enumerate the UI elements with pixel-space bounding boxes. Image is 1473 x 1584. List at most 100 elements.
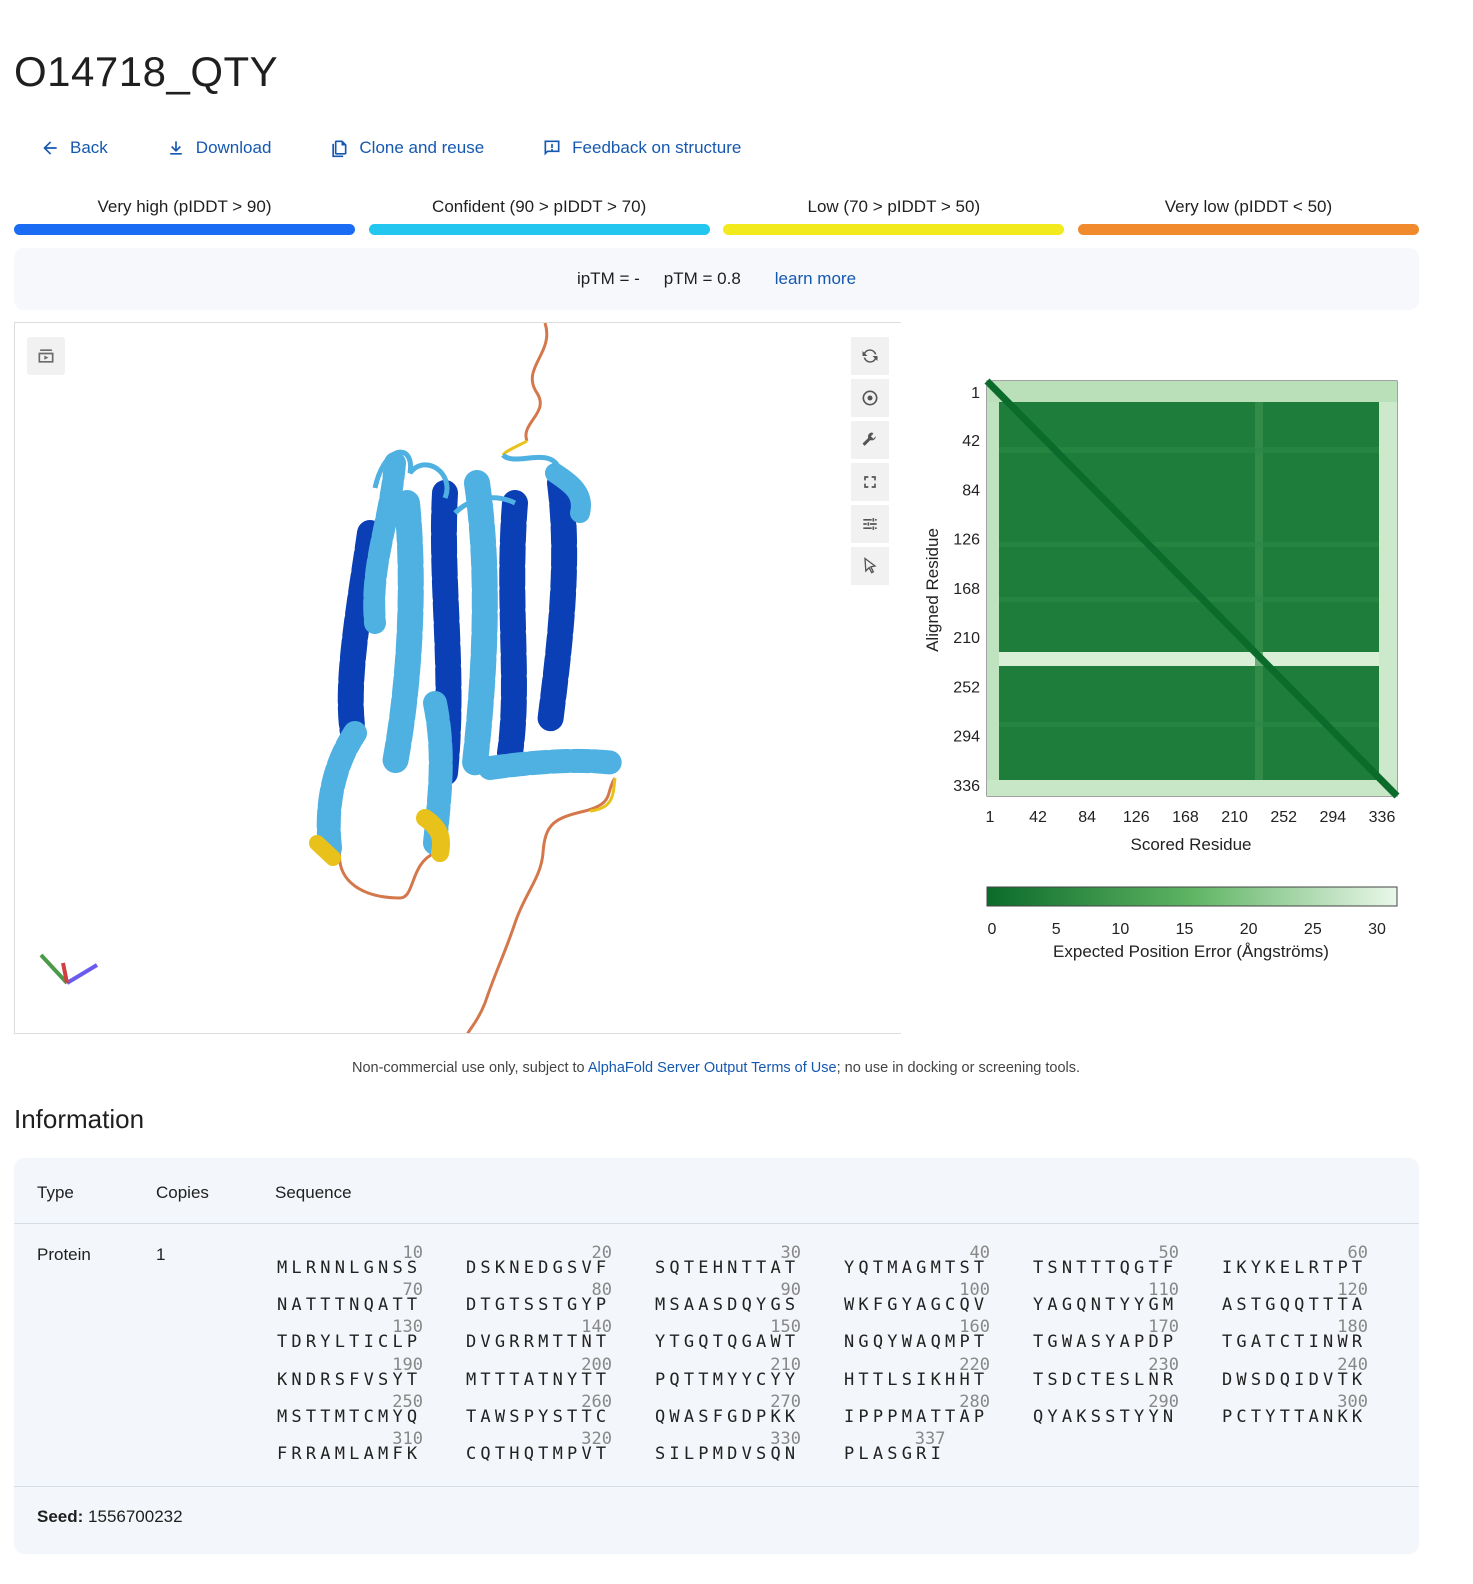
sequence-residues: NATTTNQATT (277, 1295, 422, 1316)
header-copies: Copies (156, 1183, 209, 1202)
sequence-residues: NGQYWAQMPT (844, 1332, 989, 1353)
feedback-label: Feedback on structure (572, 138, 742, 157)
colorbar-tick-label: 5 (1052, 921, 1061, 938)
back-button[interactable]: Back (40, 138, 108, 158)
screenshot-button[interactable] (27, 337, 65, 375)
ptm-value: pTM = 0.8 (663, 269, 741, 288)
settings-button[interactable] (851, 505, 889, 543)
sequence-index: 250 (392, 1391, 423, 1412)
sequence-index: 20 (591, 1243, 612, 1263)
sequence-index: 220 (959, 1354, 990, 1375)
sequence-residues: IPPPMATTAP (844, 1406, 989, 1427)
sequence-index: 10 (402, 1243, 423, 1263)
plddt-legend: Very high (pIDDT > 90) Confident (90 > p… (14, 196, 1419, 235)
terms-link[interactable]: AlphaFold Server Output Terms of Use (587, 1060, 837, 1076)
sequence-chunk: 260 TAWSPYSTTC (466, 1393, 616, 1425)
sequence-index: 70 (402, 1280, 423, 1301)
sequence-grid: 10 MLRNNLGNSS 20 DSKNEDGSVF 30 SQTEHNTTAT 40 YQ… (277, 1243, 1407, 1469)
colorbar-label: Expected Position Error (Ångströms) (1053, 942, 1329, 961)
protein-structure[interactable] (15, 323, 901, 1034)
colorbar-tick-label: 25 (1304, 921, 1322, 938)
sequence-chunk: 120 ASTGQQTTTA (1222, 1280, 1372, 1314)
clone-button[interactable]: Clone and reuse (329, 138, 484, 158)
sequence-chunk: 310 FRRAMLAMFK (277, 1430, 427, 1462)
sequence-residues: MLRNNLGNSS (277, 1258, 422, 1278)
sequence-line: 130 TDRYLTICLP 140 DVGRRMTTNT 150 YTGQTQGAWT 1… (277, 1317, 1407, 1357)
spin-button[interactable] (851, 337, 889, 375)
sequence-index: 270 (770, 1391, 801, 1412)
tools-button[interactable] (851, 421, 889, 459)
metrics-panel: ipTM = - pTM = 0.8 learn more (14, 248, 1419, 310)
back-label: Back (70, 138, 108, 157)
sequence-index: 120 (1337, 1280, 1368, 1301)
sequence-chunk: 320 CQTHQTMPVT (466, 1428, 616, 1464)
sequence-residues: PLASGRI (844, 1443, 946, 1464)
colorbar (986, 886, 1398, 907)
terms-prefix: Non-commercial use only, subject to (351, 1060, 588, 1076)
sequence-index: 240 (1337, 1354, 1368, 1375)
sequence-index: 190 (392, 1354, 423, 1375)
sequence-residues: TDRYLTICLP (277, 1332, 422, 1353)
heatmap-band-bottom (987, 780, 1397, 796)
viewer-tools (851, 337, 889, 589)
y-tick-label: 126 (953, 532, 980, 549)
sequence-index: 110 (1148, 1280, 1179, 1301)
sequence-residues: SQTEHNTTAT (655, 1258, 800, 1278)
colorbar-tick-label: 10 (1111, 921, 1129, 938)
sequence-chunk: 200 MTTTATNYTT (466, 1356, 616, 1388)
sequence-residues: SILPMDVSQN (655, 1443, 800, 1464)
row-type: Protein (37, 1245, 91, 1264)
download-label: Download (195, 138, 272, 157)
select-button[interactable] (851, 547, 889, 585)
focus-button[interactable] (851, 379, 889, 417)
structure-viewer[interactable] (14, 322, 901, 1034)
sequence-residues: CQTHQTMPVT (466, 1443, 611, 1464)
heatmap-diagonal (984, 378, 1400, 799)
learn-more-link[interactable]: learn more (774, 269, 857, 288)
heatmap-row-dark (999, 542, 1379, 547)
x-tick-label: 336 (1369, 809, 1396, 826)
y-tick-label: 168 (953, 581, 980, 598)
legend-confident: Confident (90 > pIDDT > 70) (368, 196, 710, 235)
sequence-index: 40 (969, 1243, 990, 1263)
sequence-residues: YQTMAGMTST (844, 1258, 989, 1278)
sequence-chunk: 10 MLRNNLGNSS (277, 1243, 427, 1278)
sequence-residues: DTGTSSTGYP (466, 1295, 611, 1316)
sequence-index: 320 (581, 1428, 612, 1449)
sequence-chunk: 190 KNDRSFVSYT (277, 1354, 427, 1388)
sequence-chunk: 337 PLASGRI (844, 1430, 994, 1464)
sequence-residues: TSDCTESLNR (1033, 1369, 1178, 1390)
sequence-index: 300 (1337, 1391, 1368, 1412)
x-tick-label: 126 (1123, 809, 1150, 826)
heatmap-row-dark (999, 447, 1379, 453)
heatmap-row-dark (999, 722, 1379, 727)
header-type: Type (37, 1183, 74, 1202)
download-button[interactable]: Download (166, 138, 272, 158)
fullscreen-button[interactable] (851, 463, 889, 501)
legend-very-low: Very low (pIDDT < 50) (1077, 196, 1419, 235)
sequence-chunk: 330 SILPMDVSQN (655, 1430, 805, 1464)
settings-icon (863, 518, 877, 530)
heatmap-band-top (987, 381, 1397, 402)
sequence-residues: DSKNEDGSVF (466, 1258, 611, 1278)
sequence-chunk: 180 TGATCTINWR (1222, 1319, 1372, 1351)
sequence-chunk: 240 DWSDQIDVTK (1222, 1354, 1372, 1390)
sequence-residues: DWSDQIDVTK (1222, 1369, 1367, 1390)
sequence-index: 100 (959, 1280, 990, 1301)
legend-label: Low (70 > pIDDT > 50) (807, 197, 981, 216)
colorbar-tick-label: 30 (1368, 921, 1386, 938)
x-tick-label: 42 (1029, 809, 1047, 826)
pointer-icon (864, 557, 877, 574)
sequence-index: 130 (392, 1317, 423, 1338)
feedback-button[interactable]: Feedback on structure (542, 138, 741, 158)
sequence-chunk: 60 IKYKELRTPT (1222, 1245, 1372, 1277)
colorbar-tick-label: 15 (1176, 921, 1194, 938)
information-table: Type Copies Sequence Protein 1 10 MLRNNLG… (14, 1158, 1419, 1554)
y-tick-label: 336 (953, 778, 980, 795)
sequence-residues: QYAKSSTYYN (1033, 1406, 1178, 1427)
sequence-residues: WKFGYAGCQV (844, 1295, 989, 1316)
sequence-index: 50 (1158, 1243, 1179, 1263)
legend-label: Very high (pIDDT > 90) (97, 197, 272, 216)
legend-bar (368, 224, 710, 235)
legend-very-high: Very high (pIDDT > 90) (14, 196, 355, 235)
